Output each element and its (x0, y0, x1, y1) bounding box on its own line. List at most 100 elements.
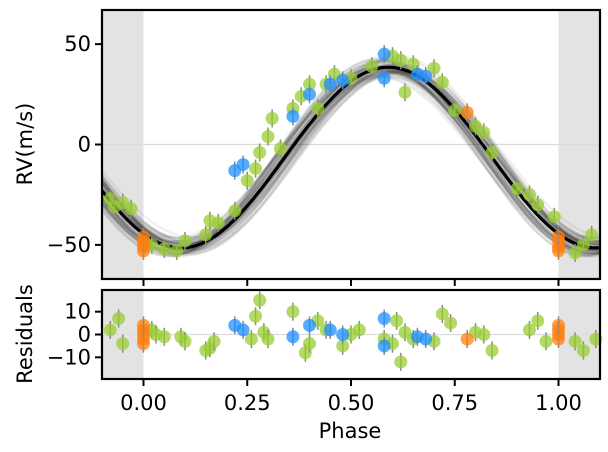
rv-point-green (576, 238, 590, 252)
posterior-model-curve (101, 56, 601, 256)
rv-point-green (547, 210, 561, 224)
xtick-label: 0.50 (328, 391, 375, 415)
residuals-y-axis-label: Residuals (13, 284, 37, 384)
rv-point-blue (323, 77, 337, 91)
rv-point-orange (460, 105, 474, 119)
residuals-ytick-label: 0 (78, 323, 91, 347)
residual-point-blue (336, 328, 350, 341)
residual-point-blue (377, 312, 391, 326)
rv-point-green (448, 103, 462, 117)
residual-point-green (303, 337, 316, 351)
rv-y-axis-label: RV(m/s) (13, 103, 37, 186)
rv-point-green (427, 61, 441, 75)
posterior-model-curve (101, 72, 600, 250)
rv-point-green (199, 228, 213, 242)
rv-point-green (249, 162, 263, 176)
residual-point-green (157, 330, 171, 344)
rv-point-blue (286, 109, 300, 123)
rv-point-green (365, 59, 379, 73)
residual-point-blue (303, 318, 316, 332)
posterior-model-curve (101, 63, 601, 255)
residual-point-green (336, 339, 350, 353)
residual-point-blue (323, 323, 337, 337)
rv-point-green (303, 77, 316, 91)
residual-point-green (253, 293, 267, 307)
xtick-label: 0.00 (120, 391, 167, 415)
residual-point-orange (552, 332, 565, 346)
residual-point-orange (137, 337, 150, 351)
residual-point-green (261, 332, 275, 346)
residuals-ytick-label: −10 (47, 345, 91, 369)
rv-point-blue (236, 158, 250, 172)
rv-point-green (211, 216, 225, 230)
residual-point-orange (460, 332, 474, 346)
residual-point-green (444, 316, 458, 330)
rv-ytick-label: 50 (64, 32, 91, 56)
residual-point-green (116, 337, 130, 351)
rv-point-blue (303, 87, 316, 101)
rv-point-blue (377, 47, 391, 61)
rv-point-green (477, 125, 491, 139)
residual-point-green (576, 343, 590, 357)
residual-point-green (244, 332, 258, 346)
rv-point-green (531, 198, 545, 212)
rv-point-green (157, 242, 171, 256)
posterior-model-curve (101, 69, 601, 253)
residual-point-green (390, 314, 404, 328)
x-axis-label: Phase (319, 419, 382, 443)
rv-point-green (273, 142, 287, 156)
rv-point-green (228, 204, 242, 218)
posterior-model-curve (101, 70, 601, 252)
residual-point-green (112, 312, 126, 326)
residual-point-green (394, 355, 408, 369)
residual-point-blue (377, 339, 391, 353)
rv-point-orange (552, 244, 565, 258)
rv-point-green (265, 111, 279, 125)
residual-point-green (286, 305, 300, 319)
residual-point-green (435, 307, 449, 321)
rv-point-green (311, 101, 325, 115)
residual-point-green (249, 309, 263, 323)
posterior-model-curve (101, 70, 601, 252)
residual-point-green (103, 323, 117, 337)
rv-point-green (510, 182, 524, 196)
residual-point-blue (236, 323, 250, 337)
residuals-ytick-label: 10 (64, 300, 91, 324)
rv-point-green (485, 146, 499, 160)
rv-point-orange (137, 236, 150, 250)
posterior-model-curve (101, 70, 601, 252)
rv-point-green (568, 246, 582, 260)
xtick-label: 1.00 (535, 391, 582, 415)
rv-point-green (585, 228, 599, 242)
rv-point-green (178, 234, 192, 248)
xtick-label: 0.75 (431, 391, 478, 415)
rv-point-green (170, 244, 184, 258)
posterior-model-curve (101, 58, 601, 257)
rv-point-green (261, 129, 275, 143)
rv-point-green (522, 188, 536, 202)
xtick-label: 0.25 (224, 391, 271, 415)
residual-point-green (178, 334, 192, 348)
posterior-model-curve (101, 71, 601, 251)
residual-point-green (207, 334, 221, 348)
posterior-model-curve (101, 69, 601, 252)
rv-data-points (103, 45, 599, 262)
residual-point-blue (419, 332, 433, 346)
rv-point-green (124, 202, 138, 216)
residual-data-points (103, 291, 603, 371)
rv-point-green (240, 174, 254, 188)
residual-point-green (522, 323, 536, 337)
rv-point-green (394, 53, 408, 67)
rv-point-green (253, 146, 267, 160)
rv-point-blue (336, 73, 350, 87)
residual-point-green (352, 323, 366, 337)
rv-point-green (398, 85, 412, 99)
rv-ytick-label: −50 (47, 233, 91, 257)
rv-point-blue (377, 71, 391, 85)
rv-point-green (435, 75, 449, 89)
posterior-model-curve (101, 69, 601, 253)
residual-point-green (539, 334, 553, 348)
residual-point-green (485, 343, 499, 357)
